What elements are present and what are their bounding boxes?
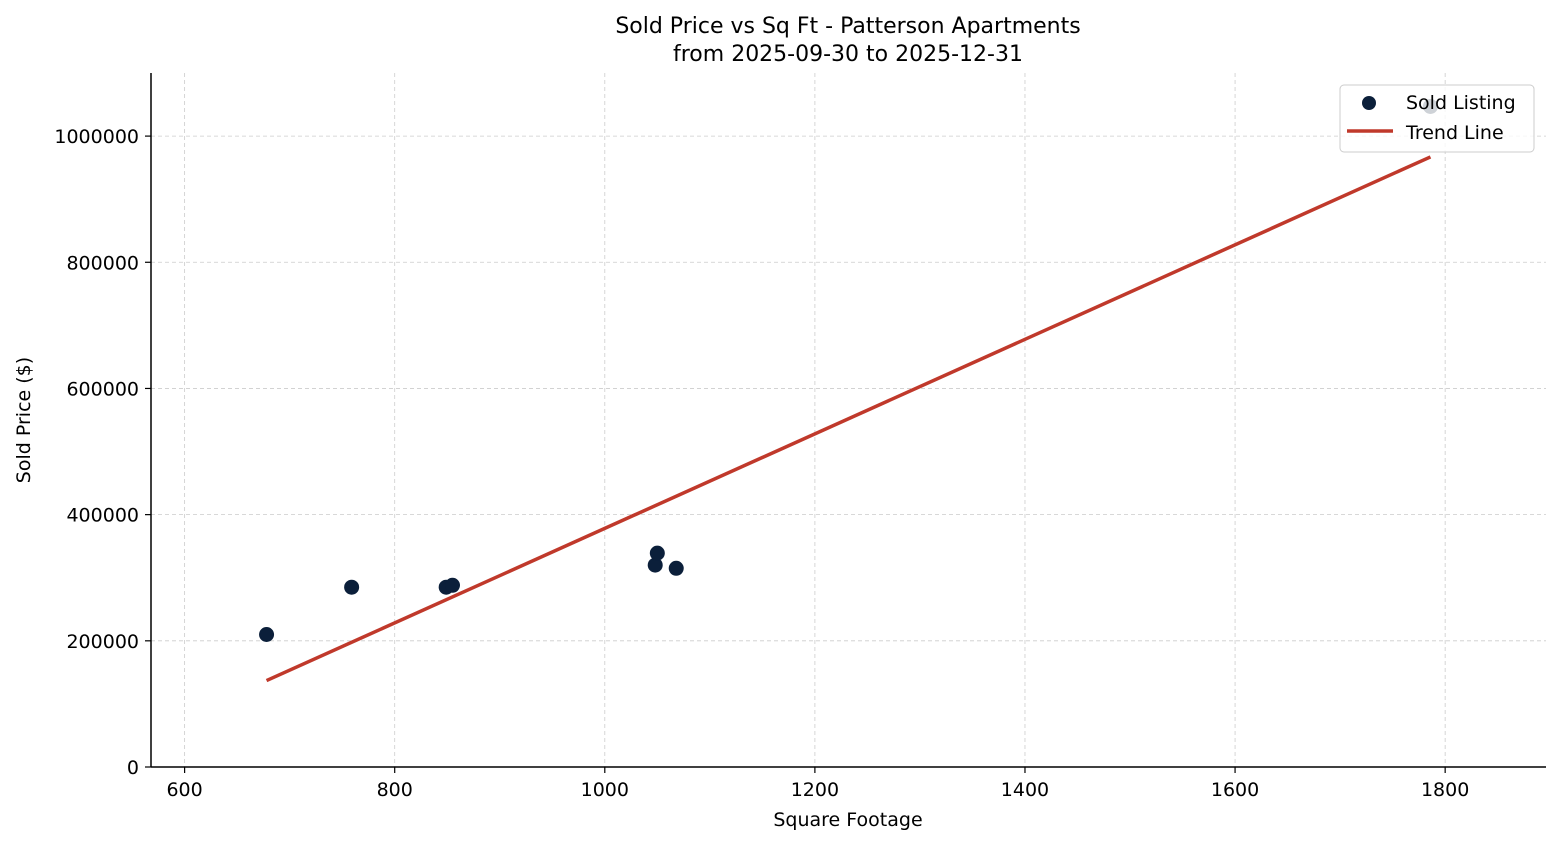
scatter-point-sold-listing [444,577,460,593]
y-tick-label: 600000 [66,378,139,400]
x-tick-label: 1000 [581,779,629,801]
y-axis-label: Sold Price ($) [13,357,35,483]
x-tick-label: 1400 [1001,779,1049,801]
legend-marker-sold-listing [1362,96,1376,110]
y-tick-label: 1000000 [54,126,139,148]
legend: Sold Listing Trend Line [1339,84,1535,153]
legend-label-trend-line: Trend Line [1405,122,1504,144]
y-tick-label: 0 [127,757,139,779]
x-axis-label: Square Footage [773,809,922,831]
axes: 600 800 1000 1200 1400 1600 1800 0 200000 400000 6… [54,73,1546,801]
scatter-point-sold-listing [668,560,684,576]
x-tick-label: 1200 [791,779,839,801]
scatter-point-sold-listing [647,557,663,573]
y-tick-label: 400000 [66,505,139,527]
chart-subtitle: from 2025-09-30 to 2025-12-31 [673,42,1023,67]
scatter-point-sold-listing [649,545,665,561]
x-tick-label: 1600 [1211,779,1259,801]
scatter-point-sold-listing [344,579,360,595]
chart-title: Sold Price vs Sq Ft - Patterson Apartmen… [615,14,1080,39]
y-tick-label: 800000 [66,252,139,274]
y-tick-label: 200000 [66,631,139,653]
x-tick-label: 1800 [1421,779,1469,801]
trend-line [265,155,1432,683]
legend-label-sold-listing: Sold Listing [1406,92,1516,114]
x-tick-label: 800 [377,779,413,801]
legend-box [1339,84,1535,153]
data-marks [259,98,1438,683]
scatter-point-sold-listing [259,627,275,643]
x-tick-label: 600 [166,779,202,801]
